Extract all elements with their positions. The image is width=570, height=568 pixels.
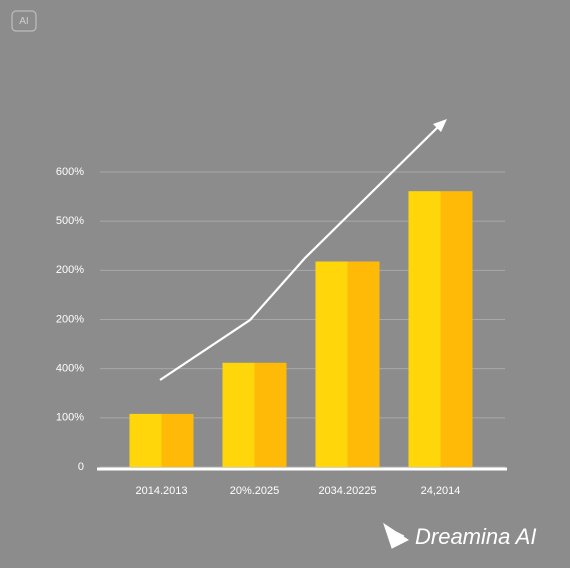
bar [129, 413, 194, 467]
trend-arrow [159, 124, 441, 381]
bar [222, 362, 287, 467]
badge-box [11, 10, 37, 32]
arrow-head [433, 119, 447, 132]
x-tick-label: 24,2014 [421, 485, 461, 497]
y-tick-label: 200% [56, 313, 84, 325]
logo [383, 522, 409, 549]
x-tick-label: 2034.20225 [318, 485, 376, 497]
y-tick-label: 600% [56, 166, 84, 178]
bar-left [408, 191, 441, 468]
bar-right [440, 191, 473, 468]
bar-left [222, 362, 255, 467]
y-tick-label: 500% [56, 215, 84, 227]
plot: 0 100% 400% 200% 200% 500% 600% 2014.2013 20%.20… [56, 166, 505, 497]
bar-right [161, 413, 194, 467]
badge: AI [19, 16, 28, 27]
y-tick-label: 0 [78, 461, 84, 473]
bar-left [315, 261, 348, 467]
x-tick-label: 20%.2025 [230, 485, 280, 497]
y-tick-label: 400% [56, 363, 84, 375]
y-tick-label: 100% [56, 412, 84, 424]
bar-left [129, 413, 162, 467]
bar-right [347, 261, 380, 467]
x-tick-label: 2014.2013 [136, 485, 188, 497]
y-tick-label: 200% [56, 264, 84, 276]
bar [408, 191, 473, 468]
watermark: Dreamina AI [415, 524, 536, 549]
bar-right [254, 362, 287, 467]
bar [315, 261, 380, 467]
